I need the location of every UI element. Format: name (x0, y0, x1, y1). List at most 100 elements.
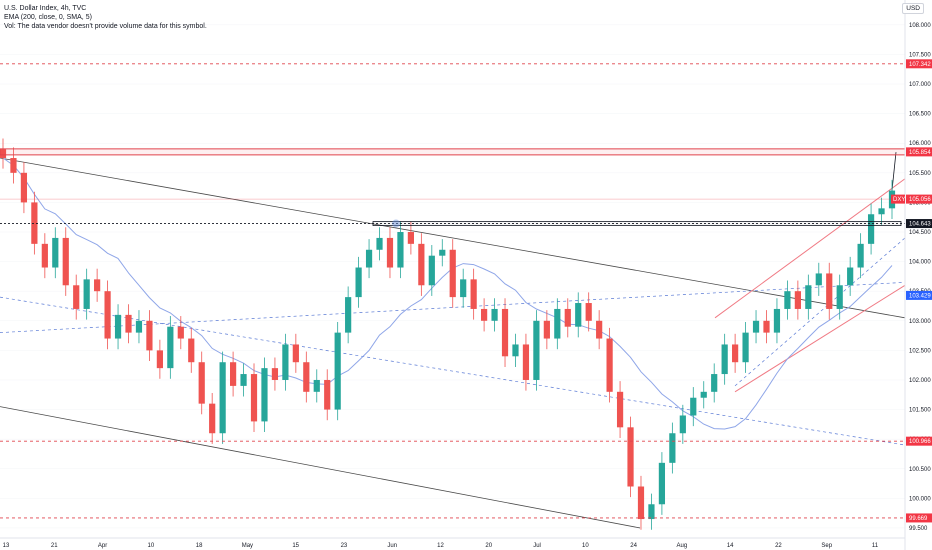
candle-body (878, 208, 885, 215)
candle-body (847, 267, 854, 286)
price-tag-box (906, 59, 932, 69)
time-tick-label: 10 (582, 543, 589, 549)
candle-body (20, 172, 28, 203)
candle-body (669, 433, 676, 463)
candle-body (135, 320, 143, 333)
price-tick-label: 106.000 (909, 141, 931, 147)
candle-body (439, 249, 446, 256)
candle-body (470, 279, 477, 309)
time-tick-label: Sep (821, 543, 832, 549)
price-tag-box (906, 194, 932, 204)
candle-body (648, 504, 655, 520)
price-tag-box (906, 219, 932, 229)
candle-body (376, 237, 383, 250)
candle-body (407, 232, 414, 244)
price-tick-label: 103.000 (909, 319, 931, 325)
price-tag-box (906, 513, 932, 523)
candle-body (303, 362, 310, 392)
price-tick-label: 107.000 (909, 82, 931, 88)
time-tick-label: 24 (630, 543, 637, 549)
price-tag-103.429: 103.429 (906, 290, 932, 300)
candle-body (177, 326, 184, 339)
candle-body (94, 279, 101, 292)
candle-body (83, 279, 90, 309)
chart-legend: U.S. Dollar Index, 4h, TVC EMA (200, clo… (4, 4, 207, 31)
candle-body (219, 362, 226, 434)
time-tick-label: 18 (196, 543, 203, 549)
candle-body (700, 391, 707, 398)
price-tag-104.643: 104.643 (906, 219, 932, 229)
candle-body (616, 391, 624, 428)
candle-body (73, 285, 80, 309)
candle-body (313, 379, 320, 392)
price-tick-label: 105.500 (909, 171, 931, 177)
time-tick-label: Apr (98, 543, 107, 549)
candle-body (679, 415, 686, 434)
price-tick-label: 104.500 (909, 230, 931, 236)
price-tag-value: 105.854 (909, 150, 931, 156)
candle-body (805, 285, 812, 309)
candle-body (460, 279, 467, 298)
price-tag-box (906, 436, 932, 446)
price-tick-label: 100.500 (909, 467, 931, 473)
candle-body (146, 320, 153, 351)
price-tick-label: 107.500 (909, 52, 931, 58)
price-tag-99.669: 99.669 (906, 513, 932, 523)
price-tag-value: 100.966 (909, 439, 931, 445)
candle-body (554, 308, 561, 339)
symbol-title[interactable]: U.S. Dollar Index, 4h, TVC (4, 5, 87, 12)
candle-body (658, 462, 666, 505)
candle-body (815, 273, 822, 286)
candle-body (481, 308, 488, 321)
candle-body (292, 344, 299, 363)
candle-body (198, 362, 205, 404)
price-tag-value: 99.669 (909, 516, 928, 522)
descending-trendline (0, 157, 906, 319)
time-tick-label: 10 (147, 543, 154, 549)
price-tag-107.342: 107.342 (906, 59, 932, 69)
candle-body (732, 344, 739, 363)
candle-body (282, 344, 289, 380)
candle-body (324, 379, 331, 410)
support-dashed-line (734, 237, 906, 387)
channel-upper-line (714, 178, 906, 319)
time-axis: 13 21 Apr 10 18 May 15 23 Jun 12 20 Jul 10 24 Aug 14 22 S… (3, 543, 879, 549)
candle-body (512, 344, 519, 357)
ema-indicator-label[interactable]: EMA (200, close, 0, SMA, 5) (4, 14, 92, 21)
candle-body (167, 326, 174, 369)
channel-lower-line (734, 284, 906, 393)
lower-trendline (0, 406, 641, 529)
candle-body (345, 297, 352, 333)
candle-body (543, 320, 550, 339)
time-tick-label: Aug (677, 543, 688, 549)
time-tick-label: 21 (51, 543, 58, 549)
time-tick-label: 11 (872, 543, 879, 549)
time-tick-label: 12 (437, 543, 444, 549)
candle-body (418, 243, 425, 286)
candle-body (867, 214, 875, 244)
candle-body (585, 303, 592, 321)
candle-body (62, 237, 69, 286)
candle-body (596, 320, 603, 339)
price-tick-label: 99.500 (909, 526, 928, 532)
price-tag-box (906, 147, 932, 157)
candle-body (31, 202, 38, 244)
price-tag-105.056: 105.056 DXY (891, 194, 932, 204)
symbol-tag-label: DXY (893, 197, 905, 203)
time-tick-label: 23 (341, 543, 348, 549)
ema-200-line (2, 157, 893, 430)
price-tag-105.854: 105.854 (906, 147, 932, 157)
time-tick-label: Jul (533, 543, 541, 549)
candle-body (449, 249, 456, 298)
candle-body (784, 291, 791, 309)
time-tick-label: 13 (3, 543, 10, 549)
candle-body (637, 486, 645, 520)
price-tag-box (906, 290, 932, 300)
candle-body (721, 344, 728, 375)
candle-body (857, 243, 864, 268)
currency-button[interactable]: USD (902, 3, 924, 14)
candle-body (575, 303, 582, 327)
price-tick-label: 102.500 (909, 348, 931, 354)
candle-body (533, 320, 540, 380)
